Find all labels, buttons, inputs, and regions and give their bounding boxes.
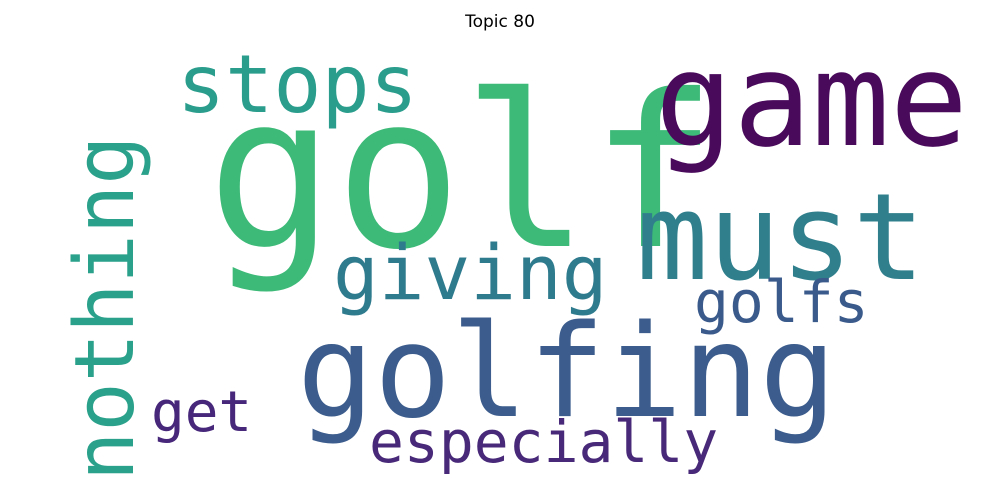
word-giving: giving [333, 228, 608, 317]
word-must: must [636, 169, 925, 308]
chart-title: Topic 80 [465, 12, 535, 32]
word-golf: golf [207, 49, 718, 296]
word-cloud: golf game golfing must nothing stops giv… [51, 35, 968, 489]
word-nothing: nothing [58, 135, 153, 481]
word-get: get [151, 380, 253, 445]
word-stops: stops [177, 38, 418, 131]
word-game: game [655, 24, 969, 176]
word-especially: especially [369, 408, 719, 476]
word-golfs: golfs [694, 268, 869, 336]
word-golfing: golfing [297, 298, 837, 447]
